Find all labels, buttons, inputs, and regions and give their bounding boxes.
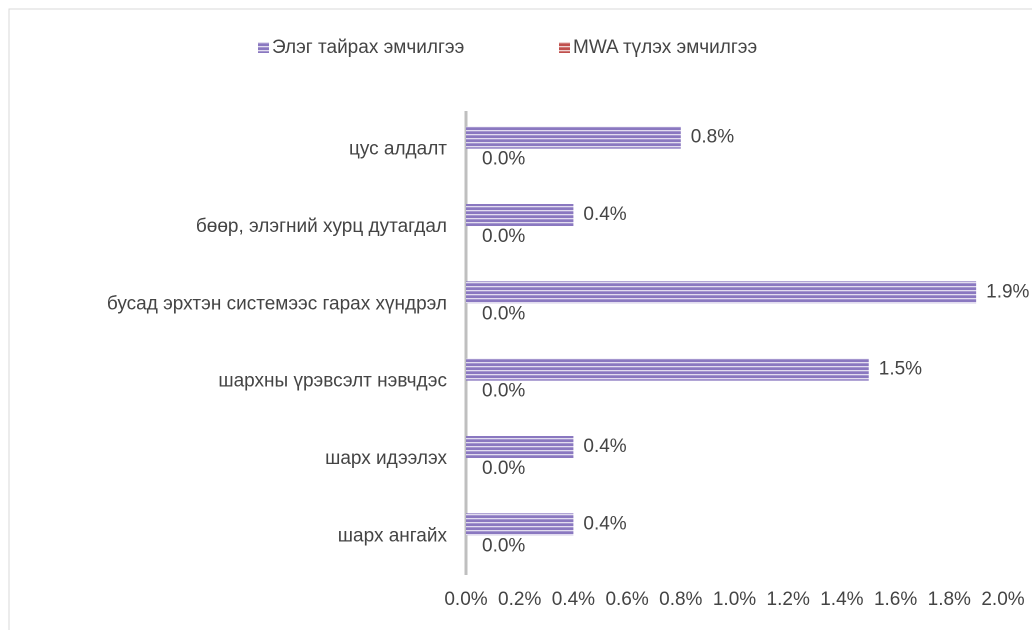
y-tick-label: шарх ангайх xyxy=(338,525,448,546)
y-tick-label: цус алдалт xyxy=(349,139,447,160)
value-label: 0.8% xyxy=(691,127,734,148)
value-label: 0.0% xyxy=(482,458,525,479)
value-label: 0.4% xyxy=(583,436,626,457)
value-label: 0.0% xyxy=(482,226,525,247)
x-tick-label: 2.0% xyxy=(981,589,1024,610)
bar xyxy=(466,126,681,149)
value-label: 0.0% xyxy=(482,303,525,324)
bar xyxy=(466,204,574,226)
legend-swatch xyxy=(559,42,570,53)
legend-label: MWA түлэх эмчилгээ xyxy=(573,37,757,58)
y-tick-label: бөөр, элэгний хурц дутагдал xyxy=(196,216,447,237)
x-tick-label: 1.0% xyxy=(713,589,756,610)
x-tick-label: 0.4% xyxy=(552,589,595,610)
x-tick-label: 1.8% xyxy=(928,589,971,610)
bar xyxy=(466,436,574,458)
x-tick-label: 0.6% xyxy=(605,589,648,610)
y-tick-label: бусад эрхтэн системээс гарах хүндрэл xyxy=(107,293,447,314)
value-label: 0.4% xyxy=(583,204,626,225)
x-tick-label: 0.2% xyxy=(498,589,541,610)
chart-border xyxy=(8,8,1032,630)
legend-swatch xyxy=(258,42,269,53)
value-label: 1.5% xyxy=(879,359,922,380)
value-label: 0.0% xyxy=(482,535,525,556)
x-tick-label: 1.2% xyxy=(767,589,810,610)
value-label: 0.0% xyxy=(482,149,525,170)
x-tick-label: 0.8% xyxy=(659,589,702,610)
x-tick-label: 0.0% xyxy=(444,589,487,610)
y-tick-label: шархны үрэвсэлт нэвчдэс xyxy=(218,371,447,392)
x-tick-label: 1.4% xyxy=(820,589,863,610)
value-label: 0.0% xyxy=(482,381,525,402)
x-tick-label: 1.6% xyxy=(874,589,917,610)
legend-label: Элэг тайрах эмчилгээ xyxy=(272,37,464,58)
value-label: 1.9% xyxy=(986,281,1029,302)
bar xyxy=(466,281,977,304)
value-label: 0.4% xyxy=(583,513,626,534)
bar xyxy=(466,513,574,536)
bar xyxy=(466,358,869,381)
y-tick-label: шарх идээлэх xyxy=(325,448,447,469)
